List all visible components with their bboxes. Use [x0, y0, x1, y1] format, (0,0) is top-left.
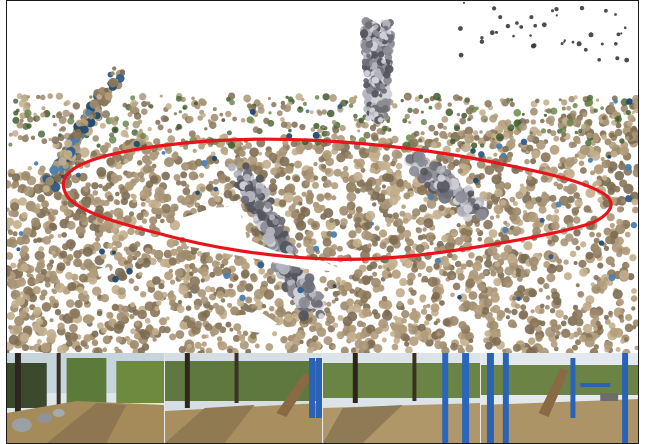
hole-region-2 [232, 313, 277, 334]
thumbnail-strip [7, 353, 638, 443]
thumbnail-view-4 [481, 353, 638, 443]
thumbnail-image [481, 353, 638, 443]
thumbnail-view-2 [165, 353, 323, 443]
thumbnail-view-3 [323, 353, 481, 443]
hole-region-3 [97, 267, 111, 277]
thumbnail-image [323, 353, 480, 443]
point-cloud-view [7, 1, 638, 353]
thumbnail-image [7, 353, 164, 443]
thumbnail-view-1 [7, 353, 165, 443]
object-points [16, 1, 638, 322]
highlight-ellipse [61, 137, 613, 261]
figure-frame [6, 0, 639, 444]
thumbnail-image [165, 353, 322, 443]
hole-region-1 [179, 206, 350, 273]
